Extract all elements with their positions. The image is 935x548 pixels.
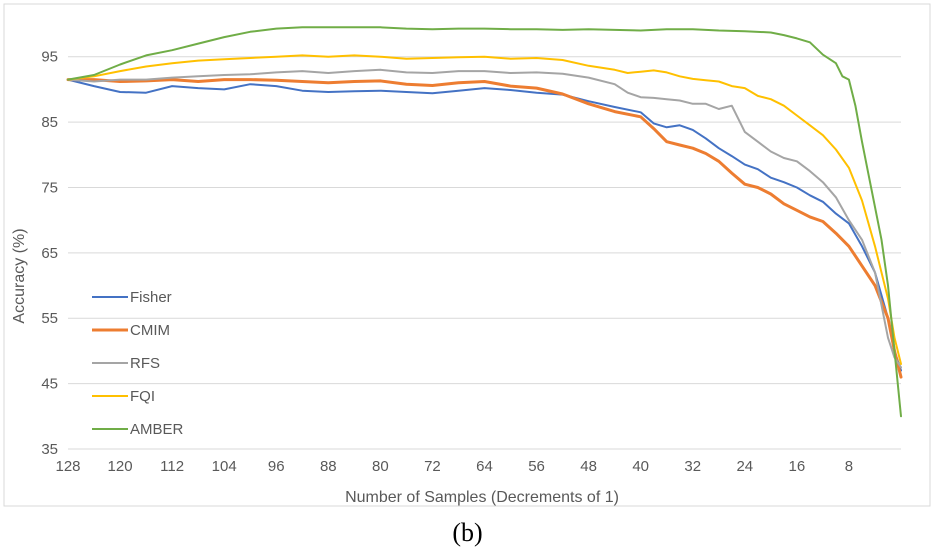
y-tick-label: 75 — [41, 179, 58, 196]
chart-frame: 35 45 55 65 75 85 95 128 120 112 104 96 88 80 72 64 56 4… — [3, 3, 931, 507]
y-tick-label: 95 — [41, 49, 58, 66]
figure-caption: (b) — [452, 518, 483, 547]
x-tick-label: 16 — [789, 458, 806, 475]
y-tick-label: 45 — [41, 376, 58, 393]
y-tick-label: 65 — [41, 245, 58, 262]
series-line-amber — [67, 26, 902, 418]
x-tick-labels: 128 120 112 104 96 88 80 72 64 56 48 40 32 24 16 8 — [55, 458, 853, 475]
x-tick-label: 32 — [684, 458, 701, 475]
series-line-fqi — [67, 54, 902, 365]
x-tick-label: 8 — [845, 458, 853, 475]
x-tick-label: 120 — [108, 458, 133, 475]
x-axis-label: Number of Samples (Decrements of 1) — [345, 489, 619, 506]
legend: Fisher CMIM RFS FQI AMBER — [92, 289, 184, 438]
x-tick-label: 112 — [160, 458, 184, 475]
x-tick-label: 48 — [580, 458, 597, 475]
y-tick-label: 85 — [41, 114, 58, 131]
legend-label: Fisher — [130, 289, 172, 306]
x-tick-label: 128 — [55, 458, 80, 475]
legend-label: FQI — [130, 388, 155, 405]
y-tick-label: 35 — [41, 441, 58, 458]
y-tick-labels: 35 45 55 65 75 85 95 — [41, 49, 58, 458]
x-tick-label: 72 — [424, 458, 441, 475]
legend-label: RFS — [130, 355, 160, 372]
x-tick-label: 40 — [632, 458, 649, 475]
x-tick-label: 24 — [736, 458, 753, 475]
legend-label: AMBER — [130, 421, 184, 438]
x-tick-label: 56 — [528, 458, 545, 475]
series-line-rfs — [67, 68, 902, 369]
y-tick-label: 55 — [41, 310, 58, 327]
chart-border — [3, 3, 931, 507]
line-chart: 35 45 55 65 75 85 95 128 120 112 104 96 88 80 72 64 56 4… — [3, 3, 931, 507]
x-tick-label: 96 — [268, 458, 285, 475]
x-tick-label: 104 — [212, 458, 237, 475]
x-tick-label: 88 — [320, 458, 337, 475]
gridlines — [68, 56, 901, 450]
series-line-fisher — [67, 78, 902, 372]
x-tick-label: 64 — [476, 458, 493, 475]
series-line-cmim — [66, 78, 903, 379]
series-group — [66, 26, 903, 418]
x-tick-label: 80 — [372, 458, 389, 475]
y-axis-label: Accuracy (%) — [11, 228, 28, 323]
legend-label: CMIM — [130, 322, 170, 339]
